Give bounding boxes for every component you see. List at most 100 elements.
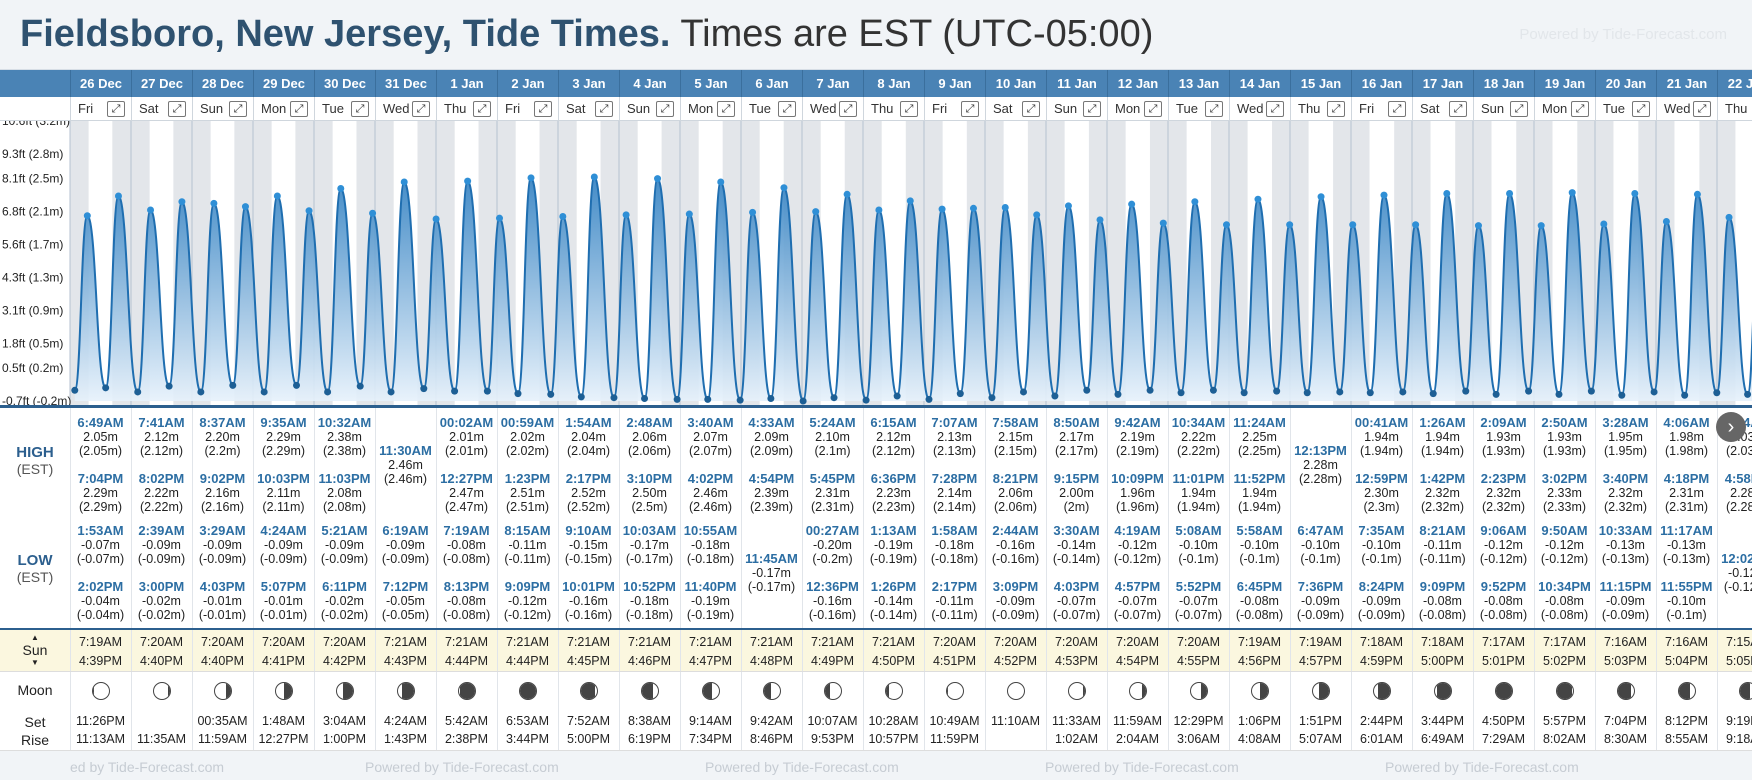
sunrise-time: 7:18AM	[1420, 635, 1465, 649]
column-divider	[1717, 630, 1718, 671]
expand-icon[interactable]: ⤢	[961, 101, 979, 117]
low-tide-point	[862, 396, 870, 404]
tide-height-paren: (2.46m)	[383, 472, 428, 486]
moonrise-time: 4:08AM	[1237, 732, 1282, 746]
moon-row: Moon Set Rise 11:26PM 11:13AM 11:35AM 00:35…	[0, 672, 1752, 750]
tide-time: 4:02PM	[687, 472, 734, 486]
tide-height-m: -0.12m	[508, 594, 547, 608]
expand-icon[interactable]: ⤢	[839, 101, 857, 117]
tide-height-m: -0.16m	[569, 594, 608, 608]
expand-icon[interactable]: ⤢	[1327, 101, 1345, 117]
weekday-cell: Fri ⤢	[1351, 97, 1412, 121]
tide-height-paren: (-0.08m)	[442, 552, 491, 566]
moon-phase-icon	[1677, 682, 1696, 700]
sunset-arrow-icon: ▼	[31, 658, 39, 667]
moon-shadow	[702, 683, 713, 699]
tide-height-m: 1.96m	[1120, 486, 1155, 500]
expand-icon[interactable]: ⤢	[1205, 101, 1223, 117]
tide-time: 9:35AM	[260, 416, 307, 430]
tide-time: 10:33AM	[1598, 524, 1653, 538]
tide-time: 10:03PM	[257, 472, 310, 486]
tide-height-paren: (-0.12m)	[1723, 580, 1752, 594]
tide-height-paren: (2m)	[1063, 500, 1090, 514]
expand-icon[interactable]: ⤢	[595, 101, 613, 117]
expand-icon[interactable]: ⤢	[168, 101, 186, 117]
weekday-cell: Thu ⤢	[436, 97, 497, 121]
tide-height-paren: (2.03m)	[1725, 444, 1752, 458]
tide-time: 12:13PM	[1294, 444, 1347, 458]
expand-icon[interactable]: ⤢	[229, 101, 247, 117]
expand-icon[interactable]: ⤢	[1632, 101, 1650, 117]
low-tide-point	[1399, 388, 1407, 396]
expand-icon[interactable]: ⤢	[900, 101, 918, 117]
low-tide-cell: 5:58AM -0.10m (-0.1m)	[1229, 524, 1290, 566]
expand-icon[interactable]: ⤢	[351, 101, 369, 117]
column-divider	[375, 408, 376, 628]
tide-height-m: -0.09m	[325, 538, 364, 552]
weekday-cell: Wed ⤢	[1656, 97, 1717, 121]
low-tide-cell: 10:55AM -0.18m (-0.18m)	[680, 524, 741, 566]
expand-icon[interactable]: ⤢	[1022, 101, 1040, 117]
tide-time: 7:28PM	[931, 472, 978, 486]
expand-icon[interactable]: ⤢	[1083, 101, 1101, 117]
tide-time: 3:40PM	[1602, 472, 1649, 486]
tide-height-paren: (-0.14m)	[1052, 552, 1101, 566]
sunset-time: 5:02PM	[1542, 654, 1587, 668]
tide-time: 5:45PM	[809, 472, 856, 486]
date-cell: 15 Jan	[1290, 70, 1351, 97]
tide-height-m: 2.47m	[449, 486, 484, 500]
moonset-time: 00:35AM	[197, 714, 248, 728]
expand-icon[interactable]: ⤢	[656, 101, 674, 117]
date-cell: 19 Jan	[1534, 70, 1595, 97]
moonrise-time: 8:46PM	[749, 732, 794, 746]
tide-height-m: -0.07m	[1118, 594, 1157, 608]
tide-height-m: -0.19m	[874, 538, 913, 552]
expand-icon[interactable]: ⤢	[473, 101, 491, 117]
moon-shadow	[641, 683, 654, 699]
expand-icon[interactable]: ⤢	[778, 101, 796, 117]
column-divider	[619, 630, 620, 671]
tide-height-paren: (2.12m)	[871, 444, 916, 458]
tide-height-paren: (2.13m)	[932, 444, 977, 458]
column-divider	[436, 630, 437, 671]
expand-icon[interactable]: ⤢	[412, 101, 430, 117]
expand-icon[interactable]: ⤢	[107, 101, 125, 117]
tide-height-paren: (2.22m)	[139, 500, 184, 514]
low-tide-point	[1240, 389, 1248, 397]
tide-height-paren: (-0.09m)	[1357, 608, 1406, 622]
expand-icon[interactable]: ⤢	[717, 101, 735, 117]
expand-icon[interactable]: ⤢	[1449, 101, 1467, 117]
sunset-time: 4:57PM	[1298, 654, 1343, 668]
tide-time: 2:09AM	[1480, 416, 1527, 430]
weekday-cell: Sun ⤢	[192, 97, 253, 121]
low-tide-cell: 4:24AM -0.09m (-0.09m)	[253, 524, 314, 566]
tide-height-m: 2.22m	[1181, 430, 1216, 444]
tide-time: 10:09PM	[1111, 472, 1164, 486]
scroll-right-button[interactable]: ›	[1716, 412, 1746, 442]
low-tide-point	[229, 381, 237, 389]
tide-height-m: -0.08m	[447, 538, 486, 552]
expand-icon[interactable]: ⤢	[1266, 101, 1284, 117]
low-tide-cell: 10:03AM -0.17m (-0.17m)	[619, 524, 680, 566]
moonset-time: 4:24AM	[383, 714, 428, 728]
tide-time: 4:58PM	[1724, 472, 1752, 486]
expand-icon[interactable]: ⤢	[1144, 101, 1162, 117]
moon-shadow	[946, 683, 949, 699]
moon-shadow	[519, 683, 536, 699]
expand-icon[interactable]: ⤢	[290, 101, 308, 117]
powered-by-watermark: Powered by Tide-Forecast.com	[1519, 26, 1727, 43]
high-tide-cell: 2:17PM 2.52m (2.52m)	[558, 472, 619, 514]
moonrise-time: 1:00PM	[322, 732, 367, 746]
expand-icon[interactable]: ⤢	[1510, 101, 1528, 117]
moon-shadow	[1318, 683, 1329, 699]
tide-height-paren: (-0.05m)	[381, 608, 430, 622]
sunset-time: 4:42PM	[322, 654, 367, 668]
expand-icon[interactable]: ⤢	[1388, 101, 1406, 117]
tide-height-paren: (2.38m)	[322, 444, 367, 458]
expand-icon[interactable]: ⤢	[1693, 101, 1711, 117]
high-tide-cell: 8:21PM 2.06m (2.06m)	[985, 472, 1046, 514]
expand-icon[interactable]: ⤢	[534, 101, 552, 117]
moon-phase-icon	[945, 682, 964, 700]
expand-icon[interactable]: ⤢	[1571, 101, 1589, 117]
tide-time: 9:42AM	[1114, 416, 1161, 430]
